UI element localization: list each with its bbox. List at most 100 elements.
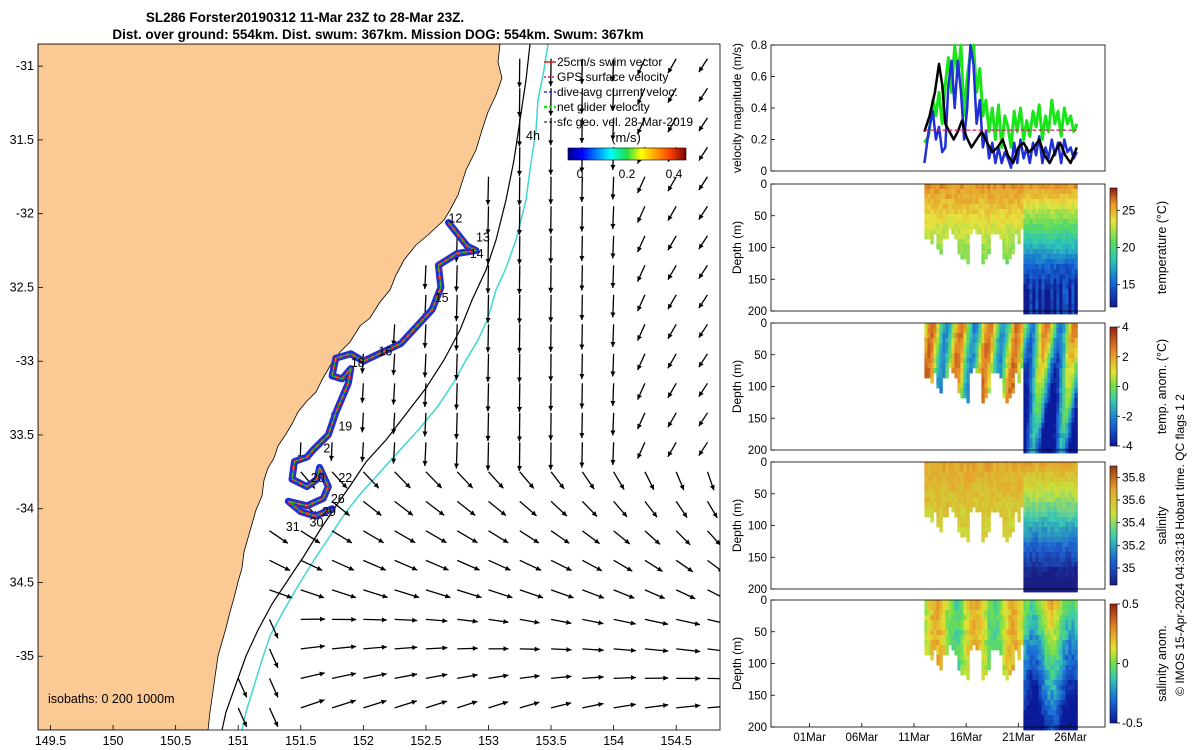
section-cell [1074, 328, 1078, 334]
section-cell [927, 343, 931, 349]
section-cell [960, 328, 964, 334]
velocity-ytick-label: 0.2 [751, 135, 767, 147]
section-cell [1026, 512, 1030, 518]
map-colorbar: (m/s) 0 0.2 0.4 [567, 130, 687, 181]
section-cell [966, 660, 970, 666]
section-cell [948, 323, 952, 329]
section-cell [1041, 710, 1045, 716]
section-cell [1026, 527, 1030, 533]
section-cell [1035, 373, 1039, 379]
section-cell [939, 522, 943, 528]
section-cell [1038, 244, 1042, 250]
section-cell [1005, 497, 1009, 503]
section-cell [987, 502, 991, 508]
section-cell [1074, 443, 1078, 449]
section-cell [1035, 184, 1039, 190]
section-cell [981, 224, 985, 230]
section-cell [1062, 472, 1066, 478]
section-cell [1029, 710, 1033, 716]
section-cell [1023, 423, 1027, 429]
section-cell [1065, 199, 1069, 205]
section-cell [981, 219, 985, 225]
section-cell [987, 492, 991, 498]
section-cell [978, 214, 982, 220]
section-cell [1053, 309, 1057, 315]
section-cell [1008, 204, 1012, 210]
section-cell [930, 333, 934, 339]
section-cell [927, 363, 931, 369]
section-cell [966, 348, 970, 354]
section-cell [1068, 582, 1072, 588]
section-cell [1026, 343, 1030, 349]
section-cell [1062, 249, 1066, 255]
section-cell [1065, 433, 1069, 439]
section-cell [969, 333, 973, 339]
section-cell [1056, 433, 1060, 439]
section-cell [960, 522, 964, 528]
section-cell [1065, 720, 1069, 726]
section-cell [1068, 413, 1072, 419]
current-arrow-head [516, 170, 522, 176]
section-cell [960, 517, 964, 523]
section-cell [954, 610, 958, 616]
section-cell [1071, 675, 1075, 681]
section-cell [957, 605, 961, 611]
section-cell [1035, 274, 1039, 280]
section-cell [942, 625, 946, 631]
section-cell [1059, 353, 1063, 359]
current-arrow-head [667, 421, 673, 428]
section-cell [942, 219, 946, 225]
section-cell [927, 184, 931, 190]
section-cell [987, 229, 991, 235]
section-cell [990, 209, 994, 215]
section-cell [1011, 204, 1015, 210]
section-cell [1050, 660, 1054, 666]
section-cell [1050, 333, 1054, 339]
section-cell [1047, 685, 1051, 691]
section-cell [1044, 234, 1048, 240]
section-cell [927, 625, 931, 631]
section-cell [978, 502, 982, 508]
section-cell [966, 532, 970, 538]
section-cell [945, 194, 949, 200]
current-arrow-head [441, 700, 447, 706]
section-cell [1047, 299, 1051, 305]
section-cell [924, 467, 928, 473]
section-cell [936, 625, 940, 631]
section-cell [1047, 259, 1051, 265]
section-cell [951, 645, 955, 651]
section-cell [957, 665, 961, 671]
section-cell [1014, 368, 1018, 374]
section-cell [924, 462, 928, 468]
section-cell [1053, 502, 1057, 508]
day-label: 20 [311, 471, 325, 485]
section-cell [1002, 199, 1006, 205]
section-cell [1038, 630, 1042, 636]
current-arrow-head [628, 594, 635, 599]
section-cell [1005, 477, 1009, 483]
section-cell [1050, 299, 1054, 305]
section-cell [1056, 269, 1060, 275]
current-arrow-head [637, 453, 642, 459]
section-cell [1044, 547, 1048, 553]
section-cell [984, 368, 988, 374]
section-cell [1071, 279, 1075, 285]
section-cell [966, 373, 970, 379]
current-arrow-head [610, 341, 616, 347]
section-cell [1074, 229, 1078, 235]
section-cell [999, 214, 1003, 220]
section-cell [936, 487, 940, 493]
section-cell [1056, 625, 1060, 631]
section-cell [984, 512, 988, 518]
section-cell [978, 640, 982, 646]
section-cell [996, 472, 1000, 478]
section-cell [1074, 680, 1078, 686]
section-cell [1074, 219, 1078, 225]
section-cell [1041, 219, 1045, 225]
section-cell [960, 234, 964, 240]
section-cell [1038, 497, 1042, 503]
velocity-series-line [923, 43, 1078, 170]
section-cell [1065, 655, 1069, 661]
section-cell [996, 487, 1000, 493]
section-cell [984, 194, 988, 200]
